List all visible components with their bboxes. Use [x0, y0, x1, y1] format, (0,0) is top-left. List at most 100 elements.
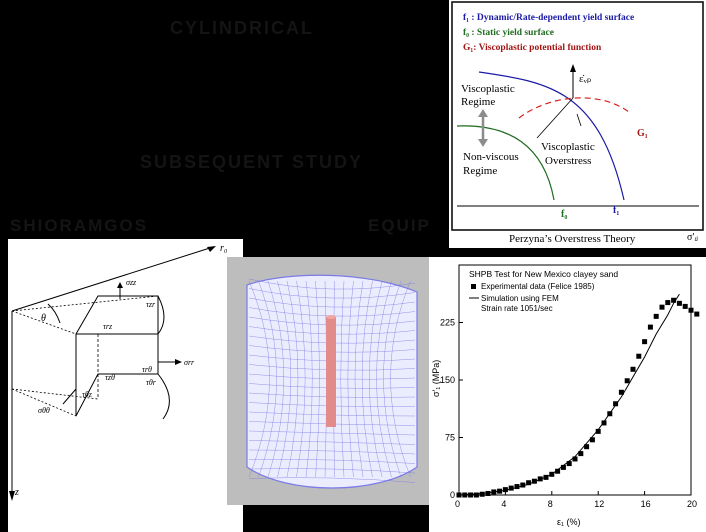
legend-strain-rate: Strain rate 1051/sec [481, 304, 553, 313]
perzyna-panel: f₁ : Dynamic/Rate-dependent yield surfac… [449, 0, 706, 248]
element-arc-top [157, 295, 165, 335]
data-point [653, 313, 659, 319]
x-tick-label: 4 [501, 499, 506, 509]
ttr-label: τθr [146, 378, 157, 387]
potential-function [518, 97, 630, 119]
theta-arc [47, 303, 61, 324]
viscoplastic-regime-label-2: Regime [461, 96, 495, 108]
bg-title-middle: SUBSEQUENT STUDY [140, 152, 364, 172]
trz-label: τrz [103, 322, 113, 331]
r-axis [11, 246, 214, 312]
viscoplastic-regime-label-1: Viscoplastic [461, 83, 515, 95]
data-point [624, 378, 630, 384]
perzyna-diagram: f₁ : Dynamic/Rate-dependent yield surfac… [451, 1, 704, 245]
data-point [468, 492, 474, 498]
bottom-dotted-line [11, 388, 99, 400]
data-point [485, 490, 491, 496]
chart-title: SHPB Test for New Mexico clayey sand [469, 269, 618, 279]
data-point [630, 366, 636, 372]
fem-rod [326, 317, 336, 427]
r0-label: r₀ [220, 243, 228, 254]
data-point [647, 324, 653, 330]
overstress-tick [576, 113, 582, 127]
data-point [589, 437, 595, 443]
data-point [566, 461, 572, 467]
nonviscous-label-1: Non-viscous [463, 151, 519, 163]
perzyna-frame [451, 1, 704, 231]
r-axis-arrow [207, 246, 216, 252]
z-label: z [14, 487, 19, 498]
data-point [560, 464, 566, 470]
fem-rod-cap [326, 315, 336, 319]
stt-label: σθθ [38, 406, 50, 415]
legend-experimental: Experimental data (Felice 1985) [481, 282, 595, 291]
tzr-label: τzr [146, 300, 156, 309]
legend-fd: f₁ : Dynamic/Rate-dependent yield surfac… [463, 13, 634, 23]
data-point [555, 468, 561, 474]
data-point [520, 482, 526, 488]
data-point [671, 297, 677, 303]
strain-rate-label: ε̇ᵥₚ [579, 73, 592, 85]
y-tick-label: 225 [440, 318, 455, 328]
x-tick-label: 12 [594, 499, 604, 509]
regime-arrow-up [478, 109, 488, 117]
shpb-chart-panel: SHPB Test for New Mexico clayey sand Exp… [429, 257, 706, 532]
data-point [578, 451, 584, 457]
series-experimental [456, 297, 700, 498]
data-point [543, 474, 549, 480]
legend-g: G₁: Viscoplastic potential function [463, 43, 602, 53]
x-tick-label: 20 [687, 499, 697, 509]
data-point [659, 304, 665, 310]
fem-mesh [246, 274, 418, 489]
szz-label: σzz [126, 278, 137, 287]
x-tick-label: 8 [548, 499, 553, 509]
data-point [665, 300, 671, 306]
theta-label: θ [41, 313, 46, 324]
static-yield-surface [456, 125, 555, 201]
y-tick-label: 75 [445, 433, 455, 443]
sigma-axis-label: σ′ᵢⱼ [687, 232, 698, 243]
bottom-dotted-diag [11, 388, 77, 417]
strain-rate-arrowhead [570, 64, 576, 72]
stt-arrow [62, 388, 77, 405]
data-point [636, 353, 642, 359]
data-point [514, 484, 520, 490]
f0-label: f₀ [561, 209, 567, 220]
g-label: G₁ [637, 128, 648, 139]
element-panel: r₀ z θ σzz τzr τrz σrr τrθ τθr τzθ τθz σ… [8, 239, 243, 532]
data-point [601, 420, 607, 426]
overstress-label-2: Overstress [545, 155, 591, 167]
data-point [642, 339, 648, 345]
legend-marker-square [471, 284, 476, 289]
data-point [526, 480, 532, 486]
fem-panel [227, 257, 430, 505]
axis-ticks: 0 4 8 12 16 20 0 75 150 225 [440, 318, 697, 510]
top-dotted-line [11, 295, 159, 312]
x-tick-label: 16 [641, 499, 651, 509]
data-point [688, 307, 694, 313]
element-arc-bottom [157, 373, 170, 420]
shpb-chart: SHPB Test for New Mexico clayey sand Exp… [431, 264, 700, 527]
y-tick-label: 150 [440, 375, 455, 385]
data-point [676, 300, 682, 306]
data-point [584, 444, 590, 450]
srr-arrowhead [175, 359, 182, 365]
trt-label: τrθ [142, 365, 152, 374]
data-point [694, 311, 700, 317]
legend-f0: f₀ : Static yield surface [463, 28, 554, 38]
x-tick-label: 0 [455, 499, 460, 509]
fem-mesh-lines [248, 278, 416, 483]
ttz-label: τθz [82, 390, 93, 399]
szz-arrowhead [117, 282, 123, 288]
element-diagram: r₀ z θ σzz τzr τrz σrr τrθ τθr τzθ τθz σ… [9, 243, 228, 501]
data-point [502, 487, 508, 493]
overstress-label-1: Viscoplastic [541, 141, 595, 153]
data-point [572, 456, 578, 462]
bg-title-top: CYLINDRICAL [170, 18, 314, 38]
fd-label: f₁ [613, 205, 619, 216]
nonviscous-label-2: Regime [463, 165, 497, 177]
z-axis-arrow [9, 491, 15, 501]
srr-label: σrr [184, 358, 195, 367]
data-point [618, 389, 624, 395]
data-point [613, 401, 619, 407]
